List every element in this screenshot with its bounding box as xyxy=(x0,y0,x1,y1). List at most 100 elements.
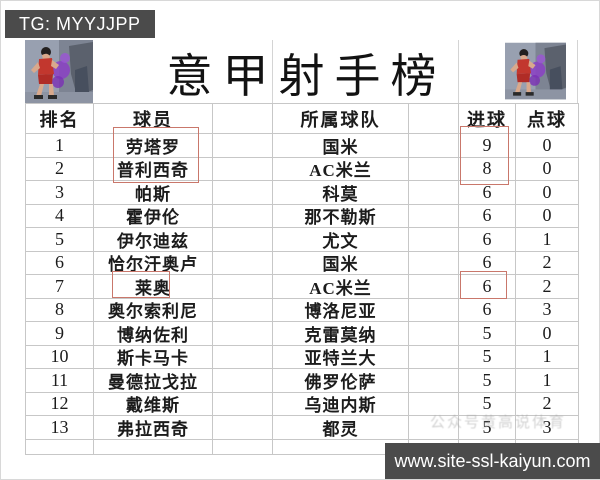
spacer-cell xyxy=(409,392,459,416)
spacer-cell xyxy=(409,298,459,322)
spacer-cell xyxy=(409,204,459,228)
player-cell: 博纳佐利 xyxy=(94,322,213,346)
rank-cell: 12 xyxy=(26,392,94,416)
team-cell: 佛罗伦萨 xyxy=(273,369,409,393)
team-cell: 亚特兰大 xyxy=(273,345,409,369)
spacer-cell xyxy=(409,251,459,275)
spacer-cell xyxy=(409,369,459,393)
empty-cell xyxy=(94,439,213,455)
team-cell: 克雷莫纳 xyxy=(273,322,409,346)
spacer-cell xyxy=(409,134,459,158)
penalties-cell: 2 xyxy=(516,251,579,275)
title-band-gridline xyxy=(272,40,273,103)
spacer-cell xyxy=(409,345,459,369)
goals-cell: 5 xyxy=(459,392,516,416)
spacer-cell xyxy=(213,322,273,346)
player-cell: 莱奥 xyxy=(94,275,213,299)
goals-cell: 5 xyxy=(459,322,516,346)
spacer-cell xyxy=(213,157,273,181)
player-cell: 帕斯 xyxy=(94,181,213,205)
header-spacer xyxy=(213,104,273,134)
rank-cell: 6 xyxy=(26,251,94,275)
highlight-box-goals-7 xyxy=(460,271,507,299)
team-cell: 都灵 xyxy=(273,416,409,440)
penalties-cell: 0 xyxy=(516,157,579,181)
title-band-gridline xyxy=(577,40,578,103)
player-cell: 曼德拉戈拉 xyxy=(94,369,213,393)
rank-cell: 5 xyxy=(26,228,94,252)
penalties-cell: 1 xyxy=(516,369,579,393)
team-cell: 博洛尼亚 xyxy=(273,298,409,322)
goals-cell: 9 xyxy=(459,134,516,158)
spacer-cell xyxy=(213,251,273,275)
rank-cell: 10 xyxy=(26,345,94,369)
header-player: 球员 xyxy=(94,104,213,134)
site-url-badge: www.site-ssl-kaiyun.com xyxy=(385,443,600,479)
player-cell: 伊尔迪兹 xyxy=(94,228,213,252)
player-cell: 劳塔罗 xyxy=(94,134,213,158)
goals-cell: 5 xyxy=(459,345,516,369)
player-cell: 奥尔索利尼 xyxy=(94,298,213,322)
watermark-text: 公众号黄高说体育 xyxy=(429,415,566,431)
spacer-cell xyxy=(213,345,273,369)
basketball-player-image-left xyxy=(25,40,93,103)
team-cell: 国米 xyxy=(273,134,409,158)
spacer-cell xyxy=(213,416,273,440)
rank-cell: 3 xyxy=(26,181,94,205)
penalties-cell: 0 xyxy=(516,181,579,205)
spacer-cell xyxy=(213,275,273,299)
empty-cell xyxy=(26,439,94,455)
rank-cell: 8 xyxy=(26,298,94,322)
spacer-cell xyxy=(213,369,273,393)
team-cell: 科莫 xyxy=(273,181,409,205)
spacer-cell xyxy=(213,204,273,228)
spacer-cell xyxy=(409,228,459,252)
spacer-cell xyxy=(213,228,273,252)
penalties-cell: 0 xyxy=(516,134,579,158)
penalties-cell: 1 xyxy=(516,345,579,369)
player-cell: 弗拉西奇 xyxy=(94,416,213,440)
spacer-cell xyxy=(409,275,459,299)
player-cell: 恰尔汗奥卢 xyxy=(94,251,213,275)
team-cell: 那不勒斯 xyxy=(273,204,409,228)
player-cell: 戴维斯 xyxy=(94,392,213,416)
penalties-cell: 1 xyxy=(516,228,579,252)
highlight-box-player-7 xyxy=(112,271,170,298)
spacer-cell xyxy=(409,157,459,181)
goals-cell: 6 xyxy=(459,181,516,205)
team-cell: 尤文 xyxy=(273,228,409,252)
goals-cell: 5 xyxy=(459,416,516,440)
header-penalties: 点球 xyxy=(516,104,579,134)
rank-cell: 7 xyxy=(26,275,94,299)
header-goals: 进球 xyxy=(459,104,516,134)
highlight-box-goals-1-2 xyxy=(460,126,509,185)
player-cell: 斯卡马卡 xyxy=(94,345,213,369)
scorers-table: 排名 球员 所属球队 进球 点球 1 劳塔罗 国米 9 0 2 普利西奇 AC米兰 8 0 3 帕斯 科莫 6 0 4 霍… xyxy=(25,103,579,455)
player-cell: 普利西奇 xyxy=(94,157,213,181)
penalties-cell: 3 xyxy=(516,298,579,322)
goals-cell: 6 xyxy=(459,204,516,228)
empty-cell xyxy=(213,439,273,455)
player-cell: 霍伊伦 xyxy=(94,204,213,228)
team-cell: AC米兰 xyxy=(273,275,409,299)
goals-cell: 6 xyxy=(459,298,516,322)
spacer-cell xyxy=(213,392,273,416)
spacer-cell xyxy=(213,181,273,205)
spacer-cell xyxy=(409,322,459,346)
rank-cell: 4 xyxy=(26,204,94,228)
spacer-cell xyxy=(409,416,459,440)
spacer-cell xyxy=(213,298,273,322)
spacer-cell xyxy=(409,181,459,205)
rank-cell: 1 xyxy=(26,134,94,158)
rank-cell: 2 xyxy=(26,157,94,181)
penalties-cell: 0 xyxy=(516,322,579,346)
team-cell: 乌迪内斯 xyxy=(273,392,409,416)
goals-cell: 6 xyxy=(459,228,516,252)
highlight-box-players-1-2 xyxy=(113,127,199,183)
header-rank: 排名 xyxy=(26,104,94,134)
penalties-cell: 3 xyxy=(516,416,579,440)
goals-cell: 5 xyxy=(459,369,516,393)
tg-channel-badge: TG: MYYJJPP xyxy=(5,10,155,38)
basketball-player-image-right xyxy=(505,42,566,100)
